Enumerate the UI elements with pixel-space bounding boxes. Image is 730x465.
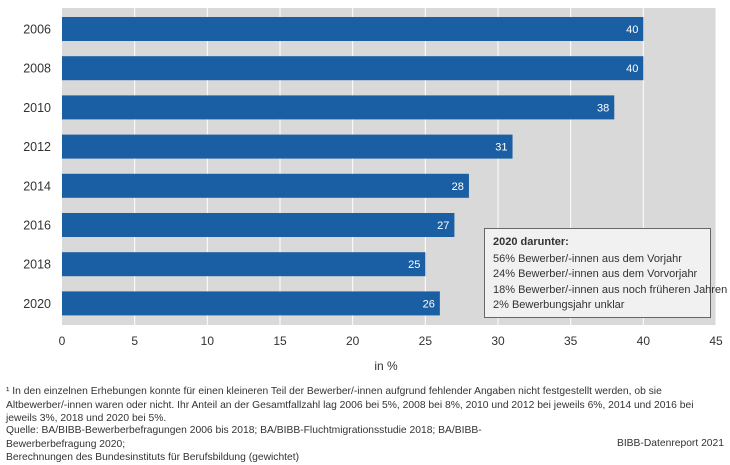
x-tick-label: 20 xyxy=(346,334,360,348)
value-label-2008: 40 xyxy=(626,63,638,75)
category-label-2014: 2014 xyxy=(23,179,51,193)
bar-2012 xyxy=(62,134,513,159)
x-tick-label: 15 xyxy=(273,334,287,348)
bar-2014 xyxy=(62,173,469,198)
legend-item: 24% Bewerber/-innen aus dem Vorvorjahr xyxy=(493,268,698,280)
value-label-2018: 25 xyxy=(408,259,420,271)
value-label-2012: 31 xyxy=(495,142,507,154)
x-tick-label: 0 xyxy=(59,334,66,348)
footnote: ¹ In den einzelnen Erhebungen konnte für… xyxy=(6,386,694,424)
source-line-1: Quelle: BA/BIBB-Bewerberbefragungen 2006… xyxy=(6,425,482,450)
category-label-2018: 2018 xyxy=(23,258,51,272)
category-labels: 2006 2008 2010 2012 2014 2016 2018 2020 xyxy=(23,23,51,311)
bar-2018 xyxy=(62,252,426,277)
category-label-2010: 2010 xyxy=(23,101,51,115)
source-line-2: Berechnungen des Bundesinstituts für Ber… xyxy=(6,452,300,463)
bar-2008 xyxy=(62,56,644,81)
x-tick-label: 30 xyxy=(491,334,505,348)
x-tick-label: 35 xyxy=(564,334,578,348)
x-tick-label: 10 xyxy=(201,334,215,348)
x-tick-label: 40 xyxy=(637,334,651,348)
legend-item: 2% Bewerbungsjahr unklar xyxy=(493,299,625,311)
x-axis-ticks: 0 5 10 15 20 25 30 35 40 45 xyxy=(59,334,723,348)
bar-2016 xyxy=(62,213,455,237)
bars: 40 40 38 31 28 27 25 26 xyxy=(62,17,644,316)
bar-2006 xyxy=(62,17,644,41)
x-tick-label: 45 xyxy=(709,334,723,348)
legend-title: 2020 darunter: xyxy=(493,236,569,248)
bar-2020 xyxy=(62,291,440,316)
legend-item: 18% Bewerber/-innen aus noch früheren Ja… xyxy=(493,283,728,296)
category-label-2008: 2008 xyxy=(23,62,51,76)
report-credit: BIBB-Datenreport 2021 xyxy=(616,438,724,449)
x-tick-label: 25 xyxy=(419,334,433,348)
category-label-2016: 2016 xyxy=(23,219,51,233)
x-axis-title: in % xyxy=(374,359,398,373)
value-label-2010: 38 xyxy=(597,102,609,114)
legend-item: 56% Bewerber/-innen aus dem Vorjahr xyxy=(493,252,682,265)
category-label-2006: 2006 xyxy=(23,23,51,37)
value-label-2016: 27 xyxy=(437,220,449,232)
value-label-2006: 40 xyxy=(626,24,638,36)
category-label-2012: 2012 xyxy=(23,140,51,154)
value-label-2020: 26 xyxy=(423,298,435,310)
category-label-2020: 2020 xyxy=(23,297,51,311)
bar-2010 xyxy=(62,95,615,120)
x-tick-label: 5 xyxy=(131,334,138,348)
source-note: Quelle: BA/BIBB-Bewerberbefragungen 2006… xyxy=(6,424,566,465)
value-label-2014: 28 xyxy=(452,181,464,193)
legend-box: 2020 darunter: 56% Bewerber/-innen aus d… xyxy=(484,228,728,318)
